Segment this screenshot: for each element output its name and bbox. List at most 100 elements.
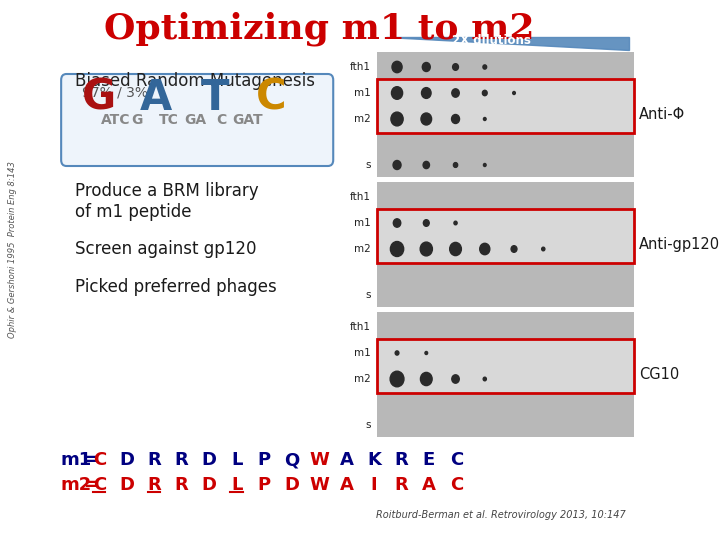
Circle shape (395, 351, 399, 355)
Text: D: D (120, 476, 134, 494)
Text: CG10: CG10 (639, 367, 679, 382)
Circle shape (541, 247, 545, 251)
Circle shape (452, 375, 459, 383)
Text: W: W (309, 476, 329, 494)
Circle shape (454, 221, 457, 225)
Text: R: R (395, 476, 408, 494)
Circle shape (390, 241, 404, 256)
Circle shape (391, 112, 403, 126)
Text: m2: m2 (354, 374, 371, 384)
Text: P: P (258, 476, 271, 494)
Circle shape (420, 242, 433, 256)
Text: L: L (231, 476, 243, 494)
Text: A: A (340, 451, 354, 469)
Text: s: s (365, 420, 371, 430)
Text: Optimizing m1 to m2: Optimizing m1 to m2 (104, 12, 534, 46)
Text: D: D (202, 451, 217, 469)
Text: Produce a BRM library
of m1 peptide: Produce a BRM library of m1 peptide (76, 182, 259, 221)
Text: A: A (340, 476, 354, 494)
Text: L: L (231, 451, 243, 469)
Text: Biased Random Mutagenesis: Biased Random Mutagenesis (76, 72, 315, 90)
Polygon shape (385, 37, 629, 50)
Circle shape (450, 242, 462, 255)
Text: m1: m1 (354, 218, 371, 228)
Text: E: E (423, 451, 435, 469)
Text: fth1: fth1 (349, 192, 371, 202)
Text: s: s (365, 290, 371, 300)
Text: D: D (284, 476, 299, 494)
Text: C: C (93, 451, 106, 469)
Circle shape (421, 113, 431, 125)
Text: C: C (216, 113, 227, 127)
Bar (377, 312, 634, 437)
Text: Q: Q (284, 451, 300, 469)
Circle shape (420, 373, 432, 386)
Text: Anti-Φ: Anti-Φ (639, 107, 685, 122)
Circle shape (483, 164, 486, 166)
Circle shape (453, 64, 459, 70)
Text: m2: m2 (354, 244, 371, 254)
Text: Ophir & Gershoni 1995  Protein Eng 8:143: Ophir & Gershoni 1995 Protein Eng 8:143 (8, 161, 17, 339)
Circle shape (480, 244, 490, 255)
Text: I: I (371, 476, 377, 494)
Circle shape (390, 371, 404, 387)
Text: C: C (256, 77, 287, 119)
Text: m2: m2 (60, 476, 91, 494)
Text: m1: m1 (354, 88, 371, 98)
Text: m2: m2 (354, 114, 371, 124)
Text: D: D (202, 476, 217, 494)
Text: T: T (200, 77, 229, 119)
Text: =: = (84, 476, 99, 494)
Circle shape (483, 377, 487, 381)
Text: Anti-gp120: Anti-gp120 (639, 237, 720, 252)
Text: C: C (450, 451, 463, 469)
Circle shape (393, 160, 401, 170)
Text: D: D (120, 451, 134, 469)
Bar (377, 339, 634, 393)
Text: A: A (140, 77, 172, 119)
Text: m1: m1 (354, 348, 371, 358)
Text: R: R (148, 451, 161, 469)
Circle shape (393, 219, 401, 227)
Text: C: C (450, 476, 463, 494)
Text: C: C (93, 476, 106, 494)
Bar (377, 182, 634, 307)
Text: m1: m1 (60, 451, 91, 469)
Circle shape (425, 352, 428, 354)
Circle shape (392, 87, 402, 99)
Text: fth1: fth1 (349, 322, 371, 332)
Text: R: R (395, 451, 408, 469)
Text: TC: TC (158, 113, 179, 127)
Circle shape (452, 89, 459, 97)
Text: 97% / 3%: 97% / 3% (81, 86, 148, 100)
Bar (377, 52, 634, 177)
Circle shape (421, 87, 431, 98)
Text: fth1: fth1 (349, 62, 371, 72)
Bar (377, 208, 634, 264)
Text: GAT: GAT (232, 113, 263, 127)
Circle shape (454, 163, 458, 167)
Text: R: R (175, 476, 189, 494)
Text: =: = (84, 451, 99, 469)
Text: A: A (422, 476, 436, 494)
Text: R: R (175, 451, 189, 469)
Text: R: R (148, 476, 161, 494)
Circle shape (423, 161, 429, 168)
Circle shape (423, 63, 431, 71)
Circle shape (483, 118, 486, 120)
Text: 2X dilutions: 2X dilutions (452, 34, 531, 47)
Circle shape (482, 90, 487, 96)
Text: G: G (81, 77, 116, 119)
Circle shape (451, 114, 459, 124)
Circle shape (392, 62, 402, 73)
Text: K: K (367, 451, 381, 469)
Circle shape (511, 246, 517, 252)
Text: GA: GA (184, 113, 207, 127)
Circle shape (483, 65, 487, 69)
Text: P: P (258, 451, 271, 469)
Text: W: W (309, 451, 329, 469)
Bar (377, 79, 634, 133)
Text: G: G (131, 113, 143, 127)
Text: Roitburd-Berman et al. Retrovirology 2013, 10:147: Roitburd-Berman et al. Retrovirology 201… (376, 510, 626, 520)
Text: s: s (365, 160, 371, 170)
